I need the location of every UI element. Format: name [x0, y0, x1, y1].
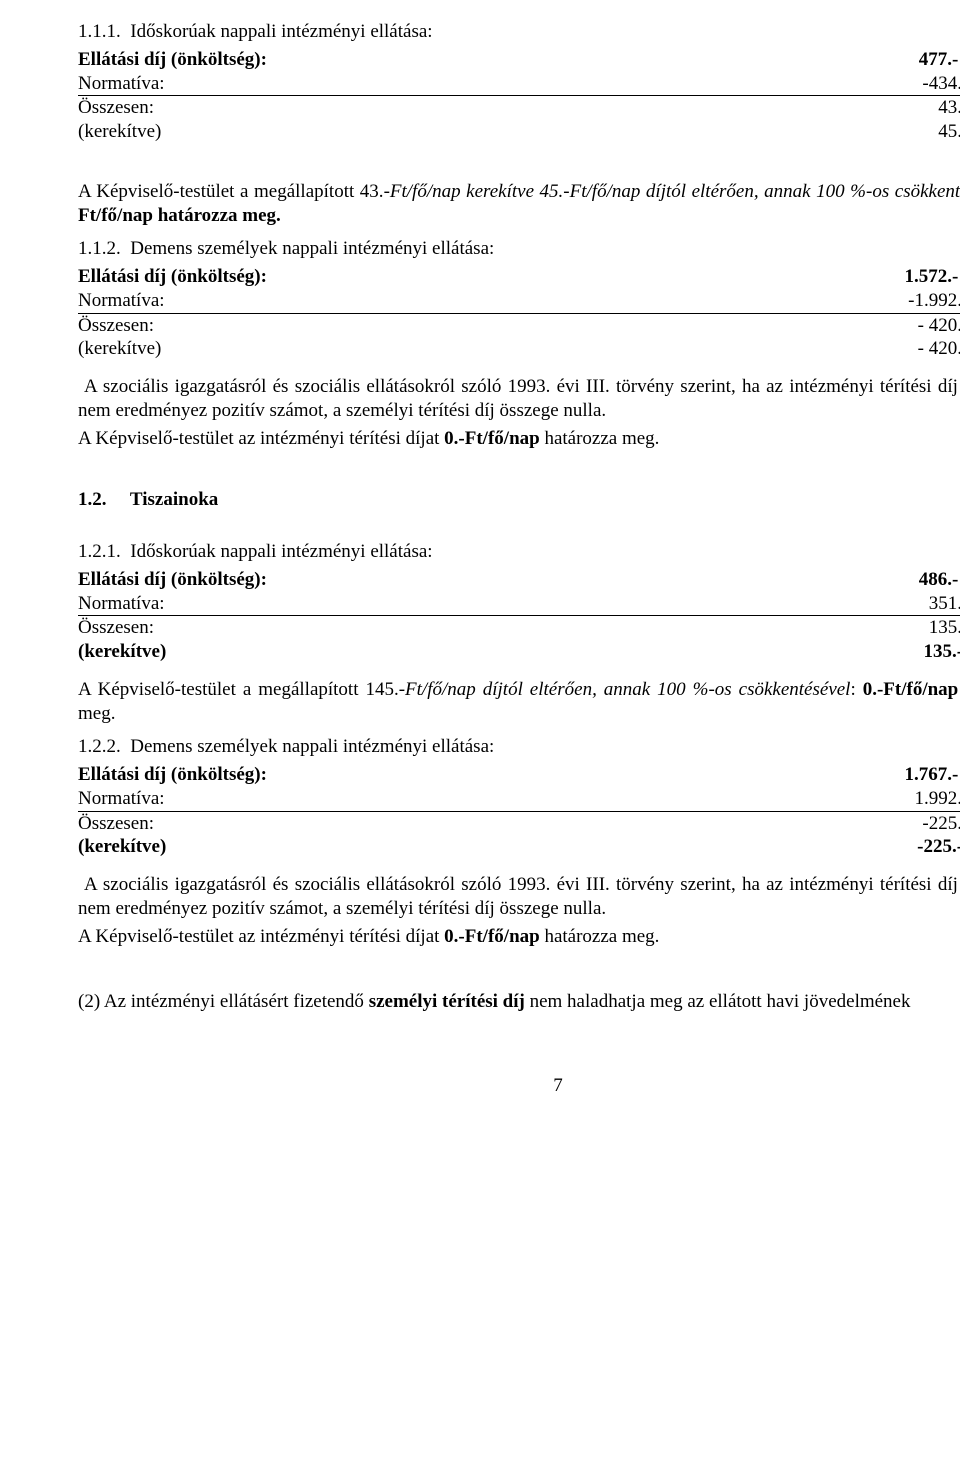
fee-value: -1.992.-Ft/fő/nap — [640, 289, 960, 313]
fee-label: Ellátási díj (önköltség): — [78, 568, 666, 592]
paragraph-5: A szociális igazgatásról és szociális el… — [78, 873, 960, 921]
fee-label: Normatíva: — [78, 592, 666, 616]
fee-value: 351.-Ft/fő/nap — [666, 592, 960, 616]
text: A Képviselő-testület az intézményi térít… — [78, 428, 444, 449]
fee-value: 477.- Ft/fő/nap — [666, 48, 960, 72]
paragraph-4: A Képviselő-testület a megállapított 145… — [78, 678, 960, 726]
paragraph-1: A Képviselő-testület a megállapított 43.… — [78, 180, 960, 228]
section-title: Demens személyek nappali intézményi ellá… — [130, 736, 494, 757]
section-1-1-2: 1.1.2. Demens személyek nappali intézmén… — [78, 237, 960, 361]
fee-label: Összesen: — [78, 616, 666, 640]
fee-label: Ellátási díj (önköltség): — [78, 265, 640, 289]
text: A Képviselő-testület a megállapított 43. — [78, 181, 384, 202]
paragraph-7: (2) Az intézményi ellátásért fizetendő s… — [78, 990, 960, 1014]
fee-value: 486.- Ft/fő/nap — [666, 568, 960, 592]
fee-table-1-1-1: Ellátási díj (önköltség):477.- Ft/fő/nap… — [78, 48, 960, 144]
section-title: Időskorúak nappali intézményi ellátása: — [130, 21, 432, 42]
text: -Ft/fő/nap kerekítve 45.-Ft/fő/nap díjtó… — [384, 181, 960, 202]
fee-value: - 420.-Ft/fő/nap — [640, 313, 960, 337]
paragraph-2: A szociális igazgatásról és szociális el… — [78, 375, 960, 423]
paragraph-6: A Képviselő-testület az intézményi térít… — [78, 925, 960, 949]
section-num: 1.2.2. — [78, 736, 121, 757]
section-title: Időskorúak nappali intézményi ellátása: — [130, 541, 432, 562]
text: (2) Az intézményi ellátásért fizetendő — [78, 991, 369, 1012]
fee-value: 135.-Ft/fő/nap — [666, 640, 960, 664]
fee-value: 1.572.- Ft/fő/nap — [640, 265, 960, 289]
fee-value: 1.992.-Ft/fő/nap — [640, 787, 960, 811]
text: 0.-Ft/fő/nap — [863, 679, 959, 700]
fee-label: Ellátási díj (önköltség): — [78, 48, 666, 72]
fee-label: Normatíva: — [78, 289, 640, 313]
text: határozza meg. — [540, 428, 660, 449]
section-1-2-head: 1.2. Tiszainoka — [78, 488, 960, 512]
section-title: Tiszainoka — [130, 489, 218, 510]
fee-value: 1.767.- Ft/fő/nap — [640, 763, 960, 787]
section-1-2-2: 1.2.2. Demens személyek nappali intézmén… — [78, 735, 960, 859]
fee-value: -225.-Ft/fő/nap — [640, 835, 960, 859]
text: A Képviselő-testület a megállapított 145… — [78, 679, 399, 700]
fee-value: -225.-Ft/fő/nap — [640, 811, 960, 835]
text: 0.-Ft/fő/nap — [444, 428, 540, 449]
text: határozza meg. — [540, 926, 660, 947]
fee-value: - 420.-Ft/fő/nap — [640, 337, 960, 361]
fee-label: (kerekítve) — [78, 835, 640, 859]
fee-label: Összesen: — [78, 811, 640, 835]
fee-label: (kerekítve) — [78, 337, 640, 361]
text: személyi térítési díj — [369, 991, 525, 1012]
section-1-2-2-head: 1.2.2. Demens személyek nappali intézmén… — [78, 735, 960, 759]
fee-table-1-1-2: Ellátási díj (önköltség):1.572.- Ft/fő/n… — [78, 265, 960, 361]
fee-label: Normatíva: — [78, 72, 666, 96]
fee-label: (kerekítve) — [78, 120, 666, 144]
fee-table-1-2-1: Ellátási díj (önköltség):486.- Ft/fő/nap… — [78, 568, 960, 664]
text: A Képviselő-testület az intézményi térít… — [78, 926, 444, 947]
paragraph-3: A Képviselő-testület az intézményi térít… — [78, 427, 960, 451]
page-number: 7 — [78, 1074, 960, 1098]
section-1-2-1-head: 1.2.1. Időskorúak nappali intézményi ell… — [78, 540, 960, 564]
section-1-2-1: 1.2.1. Időskorúak nappali intézményi ell… — [78, 540, 960, 664]
fee-value: -434.-Ft/fő/nap — [666, 72, 960, 96]
text: nem haladhatja meg az ellátott havi jöve… — [525, 991, 911, 1012]
section-num: 1.2. — [78, 489, 107, 510]
section-1-1-1-head: 1.1.1. Időskorúak nappali intézményi ell… — [78, 20, 960, 44]
fee-label: Összesen: — [78, 96, 666, 120]
text: : — [850, 679, 862, 700]
text: -Ft/fő/nap díjtól eltérően, annak 100 %-… — [399, 679, 851, 700]
fee-label: Összesen: — [78, 313, 640, 337]
fee-value: 135.-Ft/fő/nap — [666, 616, 960, 640]
section-num: 1.1.1. — [78, 21, 121, 42]
fee-value: 45.-Ft/fő/nap — [666, 120, 960, 144]
section-1-1-1: 1.1.1. Időskorúak nappali intézményi ell… — [78, 20, 960, 144]
fee-label: Normatíva: — [78, 787, 640, 811]
section-num: 1.1.2. — [78, 238, 121, 259]
fee-value: 43.-Ft/fő/nap — [666, 96, 960, 120]
fee-table-1-2-2: Ellátási díj (önköltség):1.767.- Ft/fő/n… — [78, 763, 960, 859]
text: 0.-Ft/fő/nap — [444, 926, 540, 947]
section-title: Demens személyek nappali intézményi ellá… — [130, 238, 494, 259]
fee-label: Ellátási díj (önköltség): — [78, 763, 640, 787]
fee-label: (kerekítve) — [78, 640, 666, 664]
section-num: 1.2.1. — [78, 541, 121, 562]
section-1-1-2-head: 1.1.2. Demens személyek nappali intézmén… — [78, 237, 960, 261]
